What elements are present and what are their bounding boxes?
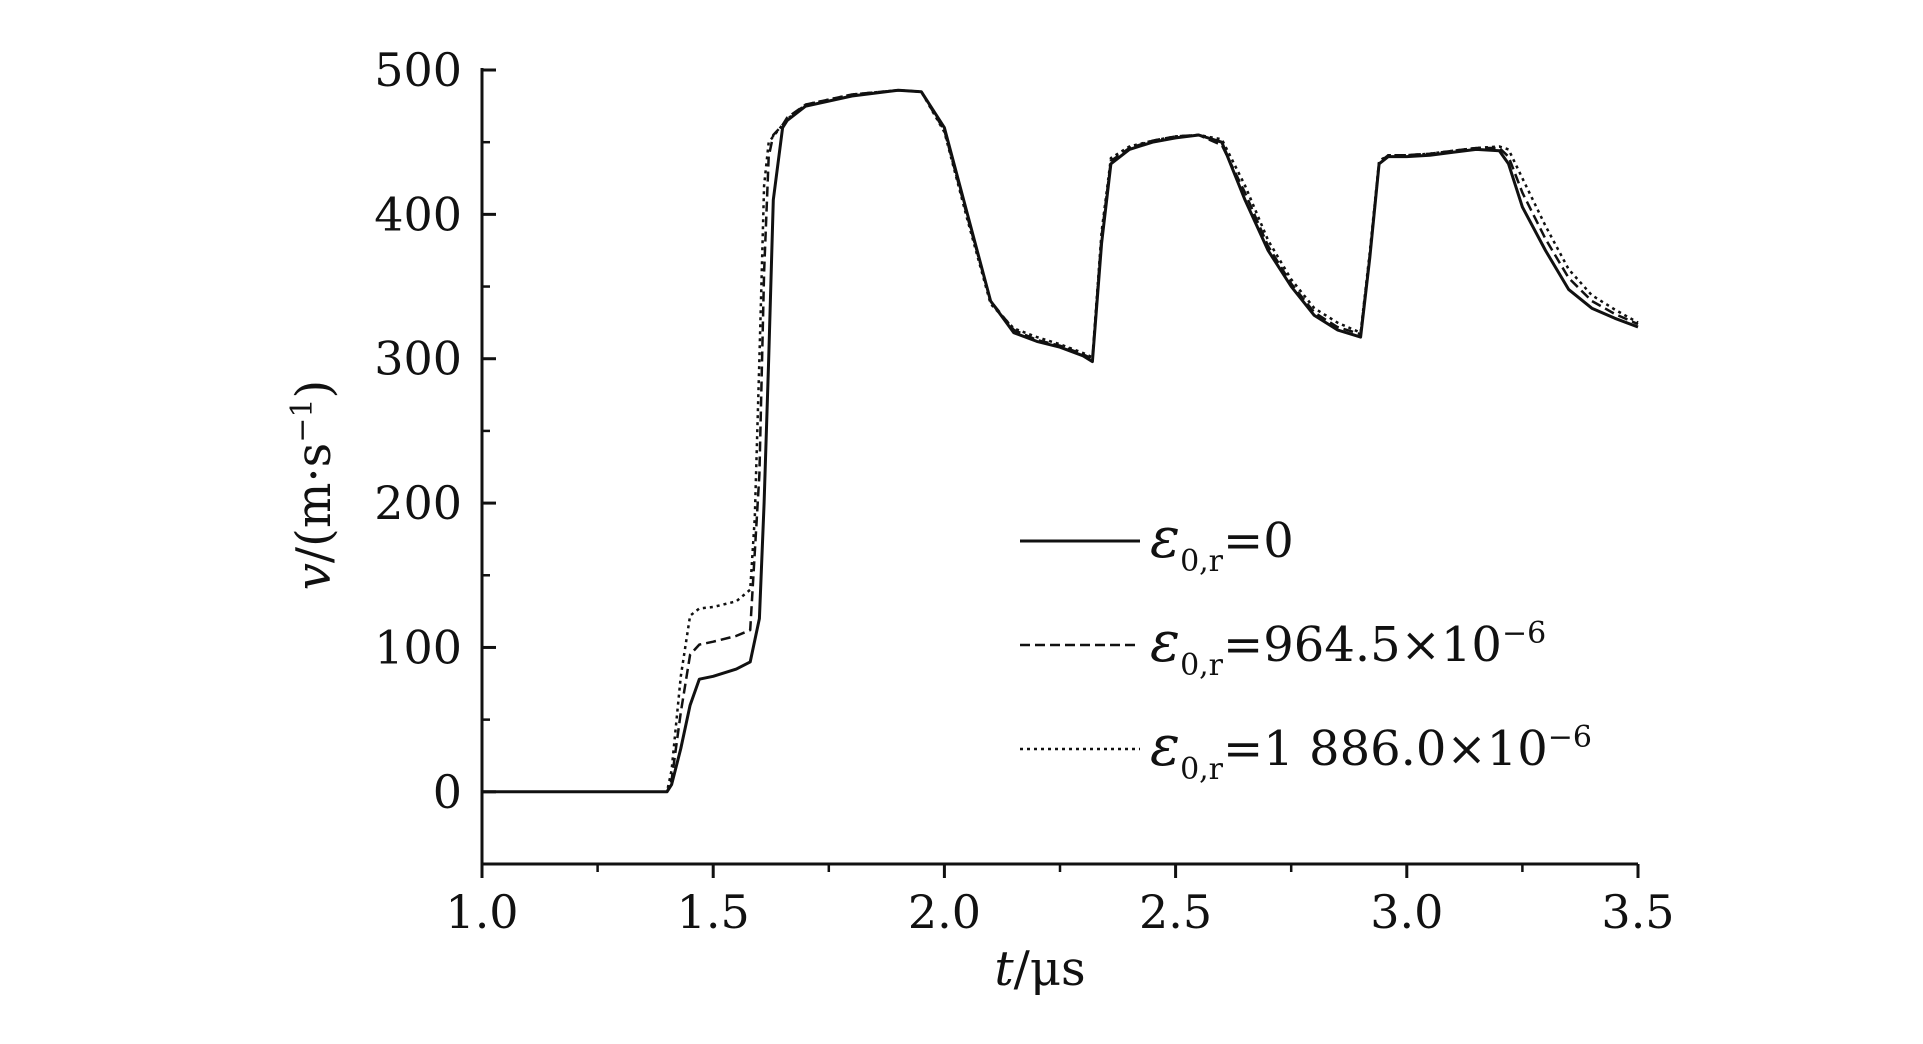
legend-label-2: ε0,r=964.5×10−6 bbox=[1150, 610, 1546, 683]
x-tick-label: 2.5 bbox=[1139, 885, 1212, 939]
x-tick-label: 1.0 bbox=[445, 885, 518, 939]
x-tick-label: 2.0 bbox=[908, 885, 981, 939]
legend-label-1: ε0,r=0 bbox=[1150, 506, 1294, 579]
y-tick-label: 200 bbox=[374, 476, 462, 530]
series-line-3 bbox=[482, 88, 1639, 794]
legend: ε0,r=0 ε0,r=964.5×10−6 ε0,r=1 886.0×10−6 bbox=[1020, 506, 1592, 787]
y-tick-label: 300 bbox=[374, 332, 462, 386]
axes bbox=[480, 68, 1640, 878]
tick-labels: 1.0 1.5 2.0 2.5 3.0 3.5 0 100 200 300 400 500 bbox=[374, 43, 1674, 939]
series-line-2 bbox=[482, 88, 1639, 794]
y-tick-label: 100 bbox=[374, 620, 462, 674]
x-axis-title: t/μs bbox=[994, 941, 1085, 997]
legend-label-3: ε0,r=1 886.0×10−6 bbox=[1150, 714, 1592, 787]
y-axis-title: v/(m·s−1) bbox=[285, 380, 342, 590]
plot-lines bbox=[482, 88, 1639, 794]
x-tick-label: 3.5 bbox=[1601, 885, 1674, 939]
y-tick-label: 400 bbox=[374, 187, 462, 241]
y-tick-label: 0 bbox=[433, 765, 462, 819]
y-tick-label: 500 bbox=[374, 43, 462, 97]
x-tick-label: 1.5 bbox=[677, 885, 750, 939]
x-tick-label: 3.0 bbox=[1370, 885, 1443, 939]
series-line-1 bbox=[482, 88, 1639, 794]
